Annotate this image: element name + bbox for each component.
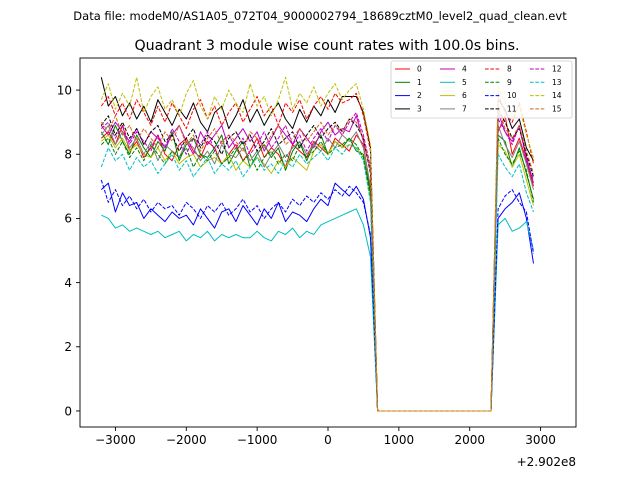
series-line-2: [100, 182, 534, 412]
series-line-12: [100, 112, 534, 412]
y-tick-label: 10: [57, 83, 72, 97]
y-tick-label: 2: [64, 340, 72, 354]
y-tick-label: 0: [64, 404, 72, 418]
series-line-13: [100, 144, 534, 412]
legend-label-3: 3: [417, 105, 422, 114]
legend-label-6: 6: [462, 91, 467, 100]
series-line-6: [100, 134, 534, 412]
x-offset-label: +2.902e8: [517, 455, 576, 469]
series-line-5: [101, 208, 534, 412]
legend-label-7: 7: [462, 105, 467, 114]
y-tick-label: 8: [64, 148, 72, 162]
legend-label-2: 2: [417, 91, 422, 100]
legend-label-14: 14: [552, 91, 562, 100]
x-tick-label: 3000: [525, 433, 556, 447]
series-line-1: [100, 124, 534, 412]
legend-label-13: 13: [552, 78, 562, 87]
x-tick-label: 0: [324, 433, 332, 447]
series-line-0: [100, 115, 534, 412]
series-line-9: [100, 137, 534, 412]
series-line-8: [100, 92, 534, 412]
x-tick-label: 2000: [454, 433, 485, 447]
legend-label-5: 5: [462, 78, 467, 87]
legend-frame: [390, 60, 573, 119]
x-tick-label: 1000: [384, 433, 415, 447]
series-line-10: [100, 179, 534, 412]
chart-title: Quadrant 3 module wise count rates with …: [134, 38, 519, 54]
x-tick-label: −3000: [95, 433, 136, 447]
legend-label-12: 12: [552, 65, 562, 74]
data-file-header: Data file: modeM0/AS1A05_072T04_90000027…: [73, 9, 567, 23]
legend-label-11: 11: [507, 105, 517, 114]
legend-label-15: 15: [552, 105, 562, 114]
legend-label-0: 0: [417, 65, 422, 74]
legend-label-4: 4: [462, 65, 467, 74]
legend-label-10: 10: [507, 91, 517, 100]
legend-label-1: 1: [417, 78, 422, 87]
series-line-7: [100, 124, 534, 412]
x-tick-label: −2000: [166, 433, 207, 447]
y-axis: 0 2 4 6 8 10: [57, 83, 80, 418]
legend-label-9: 9: [507, 78, 512, 87]
series-layer: [100, 76, 534, 412]
y-tick-label: 4: [64, 276, 72, 290]
x-tick-label: −1000: [237, 433, 278, 447]
y-tick-label: 6: [64, 212, 72, 226]
series-line-15: [100, 105, 534, 412]
x-axis: −3000 −2000 −1000 0 1000 2000 3000: [95, 427, 556, 447]
legend-label-8: 8: [507, 65, 512, 74]
series-line-4: [100, 112, 534, 412]
